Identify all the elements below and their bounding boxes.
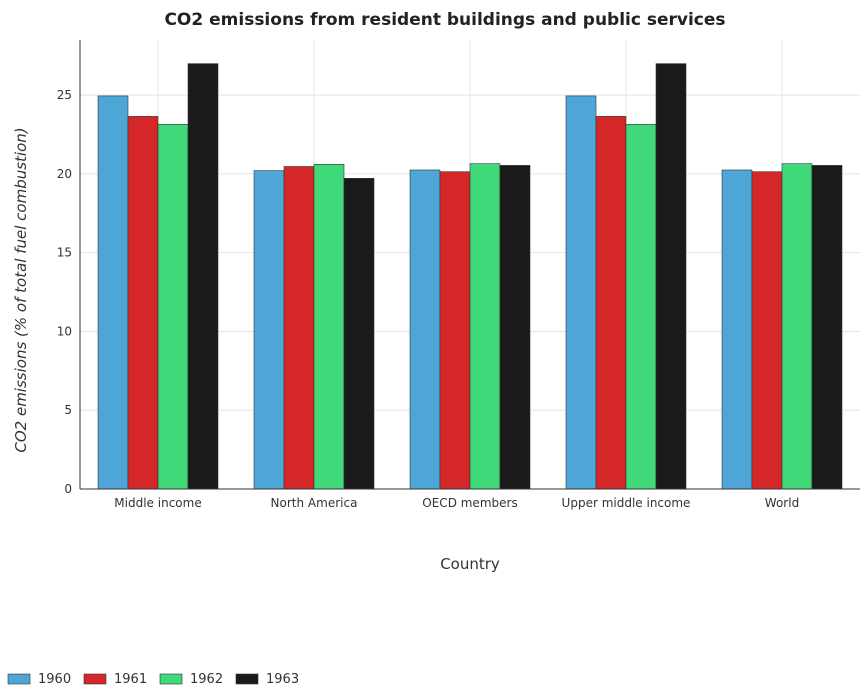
y-tick-label: 5 <box>64 403 72 417</box>
bar-1961 <box>439 171 471 490</box>
bar-1963 <box>655 63 687 490</box>
bar-1960 <box>565 95 597 490</box>
x-tick-label: OECD members <box>422 496 517 510</box>
chart-title: CO2 emissions from resident buildings an… <box>164 10 725 30</box>
x-tick-label: Upper middle income <box>562 496 691 510</box>
y-tick-label: 15 <box>57 246 72 260</box>
legend-label: 1962 <box>190 672 223 687</box>
bar-1963 <box>187 63 219 490</box>
bars-layer <box>97 63 843 490</box>
x-axis-label: Country <box>440 555 500 573</box>
bar-1963 <box>343 178 375 490</box>
bar-1962 <box>469 163 501 490</box>
y-tick-label: 20 <box>57 167 72 181</box>
bar-1960 <box>253 170 285 490</box>
bar-1960 <box>721 169 753 490</box>
x-tick-label: North America <box>271 496 358 510</box>
bar-1962 <box>781 163 813 490</box>
y-tick-label: 25 <box>57 88 72 102</box>
bar-1961 <box>595 116 627 490</box>
bar-1961 <box>283 166 315 490</box>
bar-1963 <box>499 165 531 490</box>
y-tick-label: 0 <box>64 482 72 496</box>
bar-1962 <box>157 123 189 490</box>
legend: 1960 1961 1962 1963 <box>7 672 299 687</box>
legend-swatch <box>7 673 31 685</box>
legend-label: 1960 <box>38 672 71 687</box>
x-tick-label: World <box>765 496 799 510</box>
bar-1962 <box>625 123 657 490</box>
legend-label: 1961 <box>114 672 147 687</box>
legend-label: 1963 <box>266 672 299 687</box>
legend-swatch <box>235 673 259 685</box>
bar-1961 <box>127 116 159 490</box>
y-tick-label: 10 <box>57 324 72 338</box>
legend-swatch <box>159 673 183 685</box>
x-tick-label: Middle income <box>114 496 201 510</box>
axes-layer: 0 5 10 15 20 25 Middle income North America OECD… <box>57 40 860 510</box>
bar-1960 <box>97 95 129 490</box>
legend-swatch <box>83 673 107 685</box>
bar-1963 <box>811 165 843 490</box>
bar-1961 <box>751 171 783 490</box>
y-axis-label: CO2 emissions (% of total fuel combustio… <box>12 127 30 452</box>
bar-1960 <box>409 169 441 490</box>
bar-1962 <box>313 164 345 490</box>
